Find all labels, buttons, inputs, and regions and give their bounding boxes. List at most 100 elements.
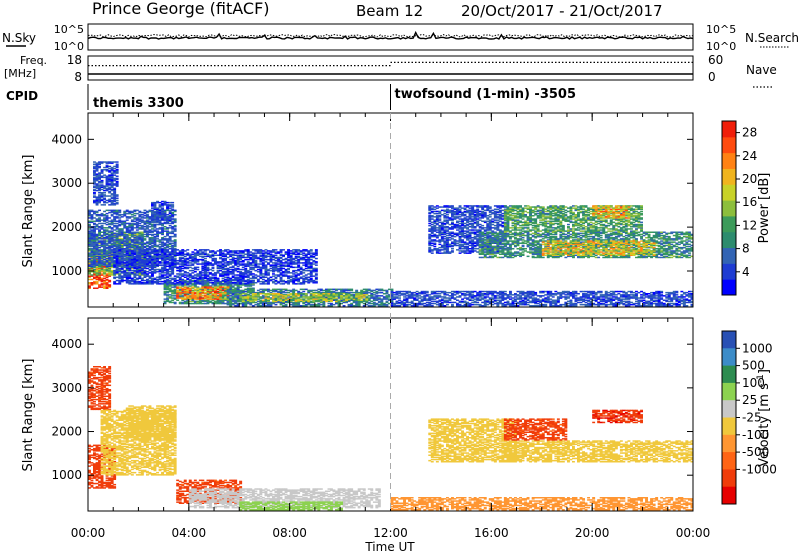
heatmap-cell bbox=[569, 291, 573, 294]
heatmap-cell bbox=[471, 299, 475, 301]
heatmap-cell bbox=[385, 300, 389, 303]
heatmap-cell bbox=[337, 299, 341, 301]
heatmap-cell bbox=[95, 224, 99, 227]
heatmap-cell bbox=[236, 295, 240, 297]
heatmap-cell bbox=[239, 302, 243, 305]
heatmap-cell bbox=[196, 300, 200, 303]
heatmap-cell bbox=[178, 297, 182, 299]
heatmap-cell bbox=[115, 217, 119, 219]
heatmap-cell bbox=[201, 291, 205, 294]
heatmap-cell bbox=[274, 303, 278, 306]
heatmap-cell bbox=[146, 211, 149, 214]
heatmap-cell bbox=[120, 242, 124, 244]
heatmap-cell bbox=[614, 290, 618, 293]
heatmap-cell bbox=[125, 245, 129, 248]
heatmap-cell bbox=[186, 299, 190, 301]
heatmap-cell bbox=[529, 300, 532, 303]
heatmap-cell bbox=[579, 290, 583, 293]
heatmap-cell bbox=[90, 216, 94, 218]
heatmap-cell bbox=[130, 211, 134, 214]
heatmap-cell bbox=[128, 212, 132, 215]
heatmap-cell bbox=[103, 232, 106, 235]
heatmap-cell bbox=[115, 248, 119, 250]
heatmap-cell bbox=[138, 220, 142, 222]
heatmap-cell bbox=[93, 233, 96, 236]
heatmap-cell bbox=[665, 294, 669, 296]
heatmap-cell bbox=[322, 293, 326, 295]
heatmap-cell bbox=[244, 290, 248, 293]
heatmap-cell bbox=[196, 290, 200, 293]
heatmap-cell bbox=[110, 175, 114, 177]
heatmap-cell bbox=[335, 299, 338, 301]
heatmap-cell bbox=[173, 226, 177, 228]
heatmap-cell bbox=[307, 299, 311, 301]
heatmap-cell bbox=[216, 288, 220, 291]
heatmap-cell bbox=[90, 245, 94, 248]
heatmap-cell bbox=[93, 260, 96, 262]
heatmap-cell bbox=[214, 290, 217, 293]
heatmap-cell bbox=[158, 208, 162, 210]
heatmap-cell bbox=[113, 222, 117, 225]
heatmap-cell bbox=[105, 250, 109, 252]
heatmap-cell bbox=[95, 254, 99, 256]
heatmap-cell bbox=[166, 207, 169, 209]
heatmap-cell bbox=[93, 183, 96, 185]
heatmap-cell bbox=[166, 294, 169, 296]
heatmap-cell bbox=[234, 296, 238, 298]
heatmap-cell bbox=[125, 230, 129, 232]
heatmap-cell bbox=[264, 302, 268, 305]
heatmap-cell bbox=[214, 289, 217, 292]
heatmap-cell bbox=[236, 285, 240, 287]
heatmap-cell bbox=[105, 253, 109, 255]
heatmap-cell bbox=[158, 214, 162, 216]
heatmap-cell bbox=[496, 297, 500, 299]
heatmap-cell bbox=[103, 251, 106, 253]
heatmap-cell bbox=[108, 275, 112, 277]
heatmap-cell bbox=[352, 305, 356, 307]
heatmap-cell bbox=[100, 264, 104, 266]
heatmap-cell bbox=[98, 268, 101, 271]
heatmap-cell bbox=[163, 302, 167, 305]
heatmap-cell bbox=[95, 197, 99, 199]
heatmap-cell bbox=[113, 177, 117, 180]
heatmap-cell bbox=[110, 214, 114, 216]
heatmap-cell bbox=[105, 209, 109, 212]
heatmap-cell bbox=[156, 216, 159, 218]
heatmap-cell bbox=[196, 286, 200, 288]
heatmap-cell bbox=[105, 285, 109, 287]
heatmap-cell bbox=[93, 262, 96, 264]
heatmap-cell bbox=[214, 294, 217, 296]
heatmap-cell bbox=[241, 305, 245, 307]
heatmap-cell bbox=[171, 214, 175, 216]
heatmap-cell bbox=[105, 264, 109, 266]
heatmap-cell bbox=[113, 197, 117, 199]
heatmap-cell bbox=[138, 261, 142, 263]
heatmap-cell bbox=[108, 250, 112, 252]
heatmap-cell bbox=[105, 237, 109, 239]
heatmap-cell bbox=[103, 244, 106, 247]
heatmap-cell bbox=[198, 297, 202, 299]
heatmap-cell bbox=[90, 263, 94, 265]
heatmap-cell bbox=[118, 269, 122, 272]
heatmap-cell bbox=[158, 240, 162, 242]
heatmap-cell bbox=[443, 290, 447, 293]
heatmap-cell bbox=[133, 220, 137, 222]
heatmap-cell bbox=[110, 166, 114, 169]
heatmap-cell bbox=[93, 182, 96, 184]
heatmap-cell bbox=[98, 266, 101, 269]
heatmap-cell bbox=[105, 212, 109, 215]
heatmap-cell bbox=[88, 286, 91, 288]
heatmap-cell bbox=[161, 258, 164, 261]
heatmap-cell bbox=[98, 186, 101, 188]
heatmap-cell bbox=[506, 300, 510, 303]
heatmap-cell bbox=[95, 220, 99, 222]
heatmap-cell bbox=[435, 290, 439, 293]
heatmap-cell bbox=[135, 268, 139, 271]
heatmap-cell bbox=[438, 299, 442, 301]
heatmap-cell bbox=[630, 296, 633, 298]
heatmap-cell bbox=[113, 204, 117, 206]
heatmap-cell bbox=[108, 258, 112, 261]
heatmap-cell bbox=[498, 296, 502, 298]
heatmap-cell bbox=[88, 221, 91, 224]
